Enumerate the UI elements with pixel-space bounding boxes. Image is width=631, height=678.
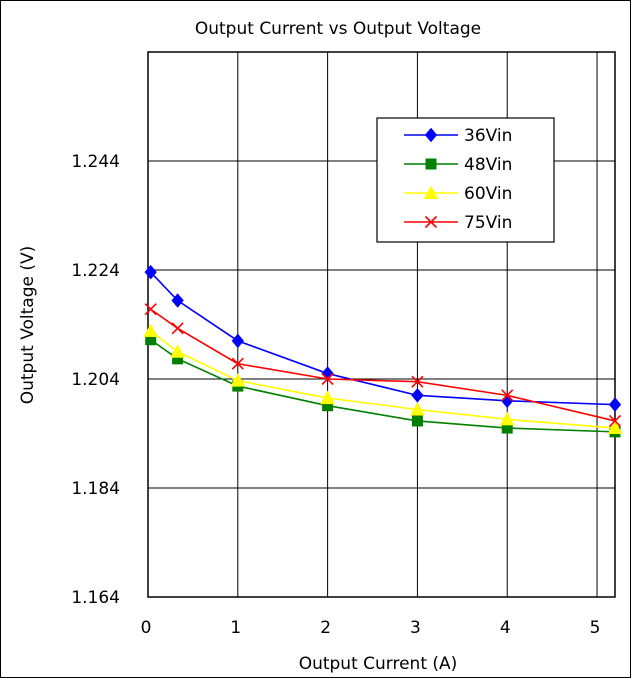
data-point	[231, 333, 244, 349]
series-36Vin	[144, 264, 622, 412]
series-75Vin	[144, 303, 622, 428]
y-tick-label: 1.244	[71, 152, 120, 172]
legend-label: 48Vin	[464, 155, 512, 175]
data-point	[608, 397, 622, 412]
series-line	[150, 330, 616, 429]
data-point	[499, 411, 515, 426]
data-point	[230, 373, 246, 387]
x-tick-label: 4	[500, 618, 511, 638]
series-line	[150, 271, 616, 406]
legend-item: 75Vin	[404, 213, 512, 233]
data-point	[144, 303, 157, 316]
data-point	[321, 372, 334, 386]
data-point	[411, 415, 423, 427]
data-point	[410, 401, 425, 416]
legend-label: 36Vin	[464, 126, 512, 146]
plot-area	[147, 51, 616, 598]
data-point	[411, 388, 424, 403]
data-point	[411, 375, 424, 388]
data-point	[424, 127, 438, 143]
data-point	[171, 322, 184, 335]
x-tick-label: 2	[320, 618, 331, 638]
x-tick-label: 0	[141, 618, 152, 638]
x-tick-label: 3	[410, 618, 421, 638]
data-point	[144, 264, 157, 280]
series-60Vin	[143, 323, 623, 435]
data-point	[143, 323, 159, 338]
series-group	[143, 264, 623, 438]
x-tick-label: 1	[230, 618, 241, 638]
y-tick-label: 1.224	[71, 261, 120, 281]
series-line	[150, 308, 616, 422]
y-axis-ticks: 1.164 1.184 1.204 1.224 1.244	[71, 152, 120, 608]
data-point	[608, 414, 622, 428]
x-axis-label: Output Current (A)	[299, 654, 458, 674]
x-tick-label: 5	[590, 618, 601, 638]
data-point	[501, 389, 514, 402]
legend-label: 60Vin	[464, 184, 512, 204]
legend-item: 60Vin	[404, 184, 512, 204]
data-point	[320, 390, 335, 405]
chart-title: Output Current vs Output Voltage	[195, 19, 481, 39]
legend-item: 48Vin	[404, 155, 512, 175]
legend-item: 36Vin	[404, 126, 512, 146]
data-point	[607, 420, 623, 435]
data-point	[423, 185, 439, 199]
legend: 36Vin 48Vin 60Vin 75Vin	[376, 117, 555, 243]
data-point	[170, 344, 185, 358]
y-tick-label: 1.164	[71, 588, 120, 608]
data-point	[425, 158, 437, 170]
series-48Vin	[145, 334, 621, 438]
y-tick-label: 1.204	[71, 370, 120, 390]
y-axis-label: Output Voltage (V)	[18, 246, 38, 405]
data-point	[171, 293, 184, 308]
x-axis-ticks: 0 1 2 3 4 5	[141, 618, 601, 638]
data-point	[424, 215, 438, 229]
legend-label: 75Vin	[464, 213, 512, 233]
data-point	[231, 357, 244, 370]
y-tick-label: 1.184	[71, 479, 120, 499]
grid	[148, 52, 615, 597]
